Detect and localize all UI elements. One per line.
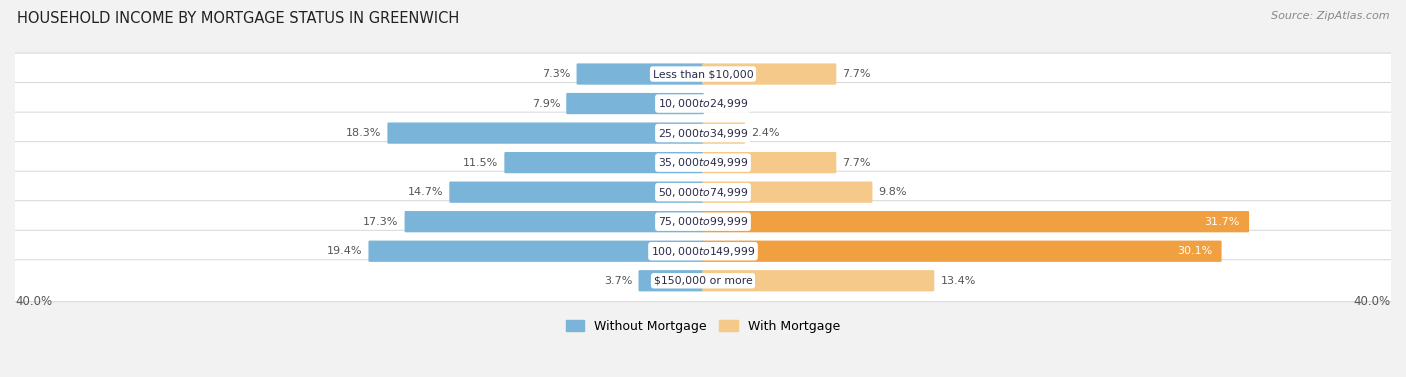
Text: HOUSEHOLD INCOME BY MORTGAGE STATUS IN GREENWICH: HOUSEHOLD INCOME BY MORTGAGE STATUS IN G… [17,11,460,26]
Text: 31.7%: 31.7% [1205,217,1240,227]
Text: 7.3%: 7.3% [543,69,571,79]
Text: $35,000 to $49,999: $35,000 to $49,999 [658,156,748,169]
FancyBboxPatch shape [576,63,704,85]
FancyBboxPatch shape [10,53,1396,95]
FancyBboxPatch shape [368,241,704,262]
Text: 30.1%: 30.1% [1177,246,1212,256]
FancyBboxPatch shape [10,201,1396,243]
Text: 9.8%: 9.8% [879,187,907,197]
FancyBboxPatch shape [638,270,704,291]
Text: 13.4%: 13.4% [941,276,976,286]
Text: 14.7%: 14.7% [408,187,443,197]
FancyBboxPatch shape [702,182,872,203]
Text: $50,000 to $74,999: $50,000 to $74,999 [658,185,748,199]
FancyBboxPatch shape [702,241,1222,262]
Text: 2.4%: 2.4% [751,128,780,138]
Text: Source: ZipAtlas.com: Source: ZipAtlas.com [1271,11,1389,21]
Text: 7.9%: 7.9% [531,98,560,109]
Text: 11.5%: 11.5% [463,158,498,168]
Text: 7.7%: 7.7% [842,158,870,168]
FancyBboxPatch shape [567,93,704,114]
Text: 3.7%: 3.7% [605,276,633,286]
Text: 18.3%: 18.3% [346,128,381,138]
FancyBboxPatch shape [10,142,1396,184]
FancyBboxPatch shape [10,83,1396,124]
FancyBboxPatch shape [702,211,1249,232]
Text: $25,000 to $34,999: $25,000 to $34,999 [658,127,748,139]
FancyBboxPatch shape [405,211,704,232]
Text: 17.3%: 17.3% [363,217,398,227]
FancyBboxPatch shape [702,123,745,144]
FancyBboxPatch shape [702,270,935,291]
Text: $10,000 to $24,999: $10,000 to $24,999 [658,97,748,110]
Text: 19.4%: 19.4% [328,246,363,256]
FancyBboxPatch shape [10,230,1396,272]
FancyBboxPatch shape [505,152,704,173]
FancyBboxPatch shape [702,152,837,173]
FancyBboxPatch shape [450,182,704,203]
Text: 40.0%: 40.0% [15,295,52,308]
FancyBboxPatch shape [702,63,837,85]
FancyBboxPatch shape [10,260,1396,302]
FancyBboxPatch shape [10,171,1396,213]
Text: $100,000 to $149,999: $100,000 to $149,999 [651,245,755,258]
Text: 0.0%: 0.0% [710,98,738,109]
Text: $75,000 to $99,999: $75,000 to $99,999 [658,215,748,228]
Text: 7.7%: 7.7% [842,69,870,79]
Text: Less than $10,000: Less than $10,000 [652,69,754,79]
Legend: Without Mortgage, With Mortgage: Without Mortgage, With Mortgage [561,315,845,338]
Text: 40.0%: 40.0% [1354,295,1391,308]
FancyBboxPatch shape [388,123,704,144]
FancyBboxPatch shape [10,112,1396,154]
Text: $150,000 or more: $150,000 or more [654,276,752,286]
